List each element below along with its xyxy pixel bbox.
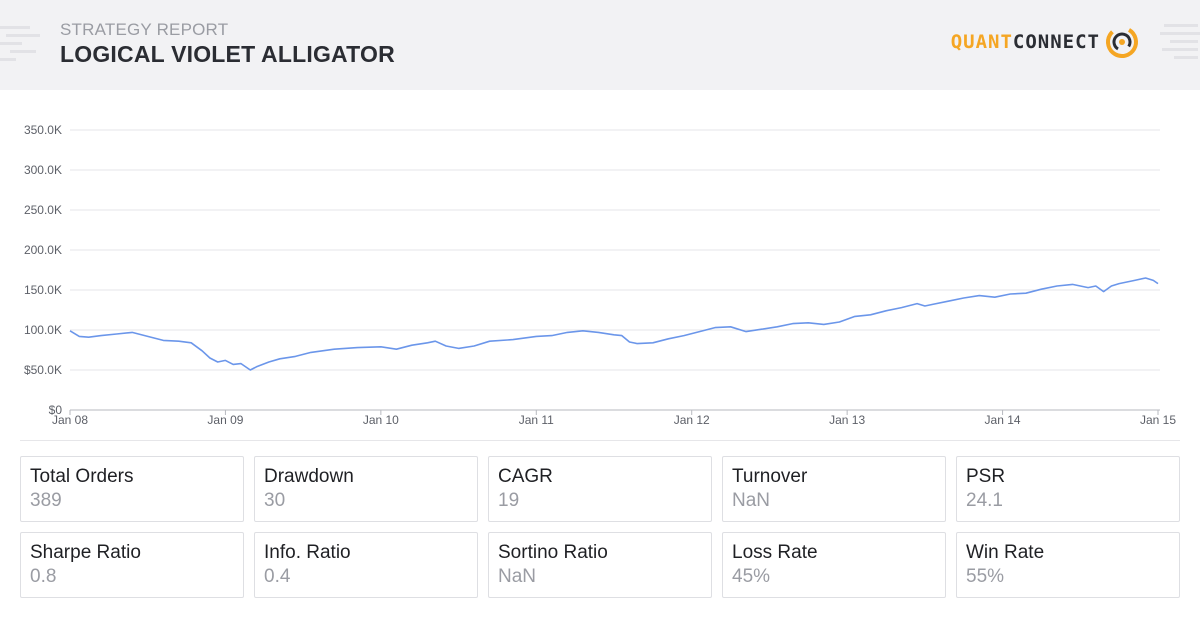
equity-line: [69, 277, 1159, 371]
metric-card-sharpe-ratio: Sharpe Ratio 0.8: [20, 532, 244, 598]
y-tick-label: 100.0K: [24, 323, 62, 337]
x-tick-label: Jan 11: [519, 413, 554, 427]
metric-card-sortino-ratio: Sortino Ratio NaN: [488, 532, 712, 598]
metric-value: 24.1: [966, 490, 1003, 511]
report-header: STRATEGY REPORT LOGICAL VIOLET ALLIGATOR…: [0, 0, 1200, 90]
strategy-title: LOGICAL VIOLET ALLIGATOR: [60, 41, 395, 67]
y-axis-ticks: $0 $50.0K 100.0K 150.0K 200.0K 250.0K 300.0K 35…: [24, 123, 62, 417]
x-tick-label: Jan 14: [985, 413, 1021, 427]
metric-card-turnover: Turnover NaN: [722, 456, 946, 522]
metric-card-psr: PSR 24.1: [956, 456, 1180, 522]
metrics-grid: Total Orders 389 Drawdown 30 CAGR 19 Tur…: [20, 456, 1180, 598]
metric-label: CAGR: [498, 466, 553, 487]
metric-value: 45%: [732, 566, 771, 587]
metric-card-total-orders: Total Orders 389: [20, 456, 244, 522]
y-tick-label: 300.0K: [24, 163, 62, 177]
y-tick-label: $50.0K: [24, 363, 62, 377]
logo-text-quant: QUANT: [950, 31, 1013, 53]
metric-value: 55%: [966, 566, 1005, 587]
header-decoration-left: [0, 20, 40, 70]
x-tick-label: Jan 10: [363, 413, 399, 427]
metric-card-loss-rate: Loss Rate 45%: [722, 532, 946, 598]
y-tick-label: 150.0K: [24, 283, 62, 297]
metric-label: Sharpe Ratio: [30, 542, 141, 563]
metric-label: Total Orders: [30, 466, 134, 487]
x-tick-label: Jan 08: [52, 413, 88, 427]
y-tick-label: $0: [49, 403, 63, 417]
metric-label: PSR: [966, 466, 1006, 487]
metric-label: Turnover: [732, 466, 808, 487]
x-axis-ticks: Jan 08 Jan 09 Jan 10 Jan 11 Jan 12 Jan 13 Jan …: [52, 410, 1176, 427]
metric-label: Win Rate: [966, 542, 1045, 563]
metric-value: NaN: [498, 566, 537, 587]
metric-label: Sortino Ratio: [498, 542, 608, 563]
logo-text-connect: CONNECT: [1012, 31, 1100, 53]
metric-card-win-rate: Win Rate 55%: [956, 532, 1180, 598]
metric-label: Drawdown: [264, 466, 354, 487]
metric-card-info-ratio: Info. Ratio 0.4: [254, 532, 478, 598]
metric-card-drawdown: Drawdown 30: [254, 456, 478, 522]
x-tick-label: Jan 09: [207, 413, 243, 427]
metric-label: Loss Rate: [732, 542, 818, 563]
metric-card-cagr: CAGR 19: [488, 456, 712, 522]
metric-value: 0.8: [30, 566, 57, 587]
metric-value: 389: [30, 490, 62, 511]
equity-chart: $0 $50.0K 100.0K 150.0K 200.0K 250.0K 300.0K 35…: [24, 123, 1176, 427]
section-divider: [20, 440, 1180, 441]
x-tick-label: Jan 13: [829, 413, 865, 427]
x-tick-label: Jan 12: [674, 413, 710, 427]
chart-gridlines: [70, 129, 1160, 411]
header-decoration-right: [1160, 20, 1200, 70]
y-tick-label: 250.0K: [24, 203, 62, 217]
metric-value: 30: [264, 490, 286, 511]
metric-value: NaN: [732, 490, 771, 511]
report-subtitle: STRATEGY REPORT: [60, 20, 229, 39]
quantconnect-logo-icon: [1106, 26, 1138, 58]
quantconnect-logo: QUANT CONNECT: [951, 24, 1140, 60]
metric-value: 19: [498, 490, 520, 511]
y-tick-label: 200.0K: [24, 243, 62, 257]
metric-label: Info. Ratio: [264, 542, 351, 563]
y-tick-label: 350.0K: [24, 123, 62, 137]
x-tick-label: Jan 15: [1140, 413, 1176, 427]
metric-value: 0.4: [264, 566, 291, 587]
